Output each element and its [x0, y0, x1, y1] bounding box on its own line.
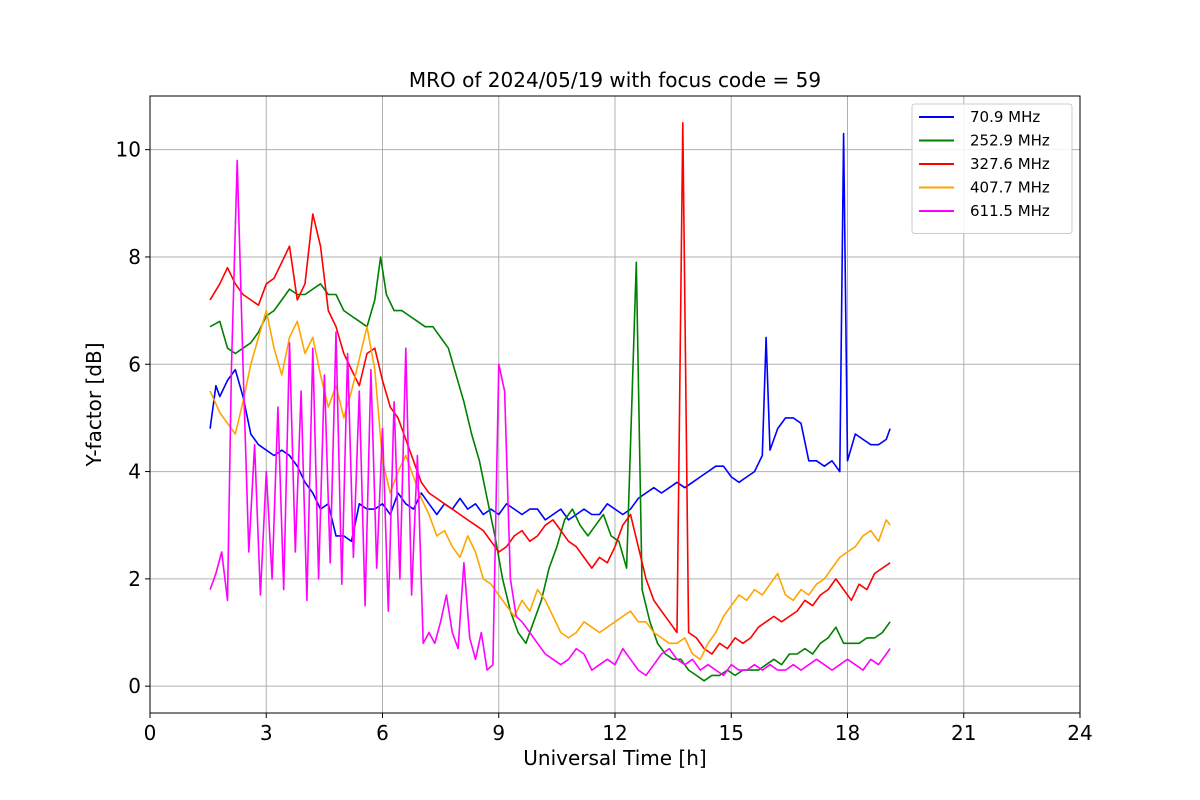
- legend-label: 70.9 MHz: [970, 108, 1040, 126]
- series-line-0: [209, 132, 891, 543]
- y-axis: 0 2 4 6 8 10: [116, 138, 150, 698]
- x-tick-label: 6: [376, 721, 389, 745]
- y-tick-label: 4: [128, 460, 141, 484]
- x-axis-label: Universal Time [h]: [523, 746, 706, 770]
- x-tick-label: 3: [260, 721, 273, 745]
- y-tick-label: 10: [116, 138, 141, 162]
- legend-label: 252.9 MHz: [970, 132, 1050, 150]
- x-tick-label: 9: [492, 721, 505, 745]
- legend: 70.9 MHz 252.9 MHz 327.6 MHz 407.7 MHz 611.5…: [911, 103, 1073, 234]
- plot-series: [209, 122, 891, 682]
- y-tick-label: 6: [128, 352, 141, 376]
- series-line-2: [209, 122, 891, 655]
- legend-label: 407.7 MHz: [970, 179, 1050, 197]
- series-line-4: [209, 159, 891, 677]
- chart-title: MRO of 2024/05/19 with focus code = 59: [409, 68, 821, 92]
- y-tick-label: 8: [128, 245, 141, 269]
- x-tick-label: 15: [719, 721, 744, 745]
- legend-label: 327.6 MHz: [970, 155, 1050, 173]
- x-axis: 0 3 6 9 12 15 18 21 24: [144, 713, 1093, 745]
- x-tick-label: 18: [835, 721, 860, 745]
- x-tick-label: 12: [602, 721, 627, 745]
- legend-label: 611.5 MHz: [970, 202, 1050, 220]
- x-tick-label: 0: [144, 721, 157, 745]
- y-tick-label: 2: [128, 567, 141, 591]
- y-tick-label: 0: [128, 674, 141, 698]
- legend-box: [911, 103, 1073, 234]
- x-tick-label: 21: [951, 721, 976, 745]
- x-tick-label: 24: [1067, 721, 1092, 745]
- y-axis-label: Y-factor [dB]: [82, 342, 106, 467]
